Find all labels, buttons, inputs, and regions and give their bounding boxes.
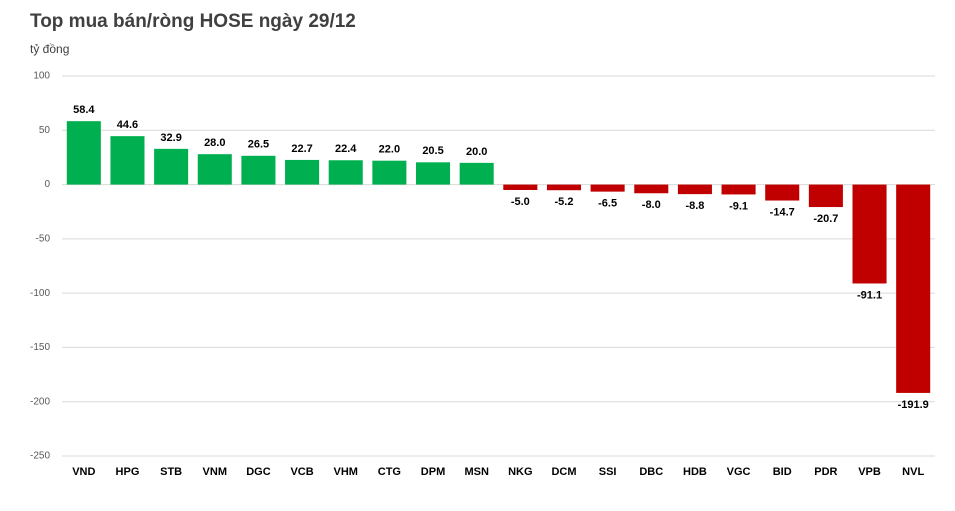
value-label: 28.0	[204, 137, 225, 149]
x-tick-label: DPM	[421, 466, 445, 478]
y-axis-label: tỷ đồng	[30, 42, 69, 56]
x-tick-label: PDR	[814, 466, 837, 478]
value-label: 44.6	[117, 119, 138, 131]
x-tick-label: NKG	[508, 466, 532, 478]
bar	[765, 184, 800, 201]
value-label: 32.9	[160, 132, 181, 144]
value-label: -191.9	[898, 399, 929, 411]
bar	[721, 184, 756, 195]
x-tick-label: VND	[72, 466, 95, 478]
x-tick-label: HDB	[683, 466, 707, 478]
bar	[328, 160, 363, 185]
x-tick-label: DGC	[246, 466, 271, 478]
bar	[66, 121, 101, 185]
value-label: -91.1	[857, 289, 882, 301]
bar	[852, 184, 887, 284]
bar	[416, 162, 451, 185]
x-tick-label: MSN	[464, 466, 489, 478]
y-tick-label: 0	[44, 179, 50, 190]
value-label: 20.0	[466, 146, 487, 158]
value-label: -6.5	[598, 198, 617, 210]
value-label: 22.4	[335, 143, 357, 155]
y-tick-label: -250	[30, 451, 50, 462]
x-tick-label: VCB	[290, 466, 313, 478]
value-label: -9.1	[729, 200, 748, 212]
bar	[808, 184, 843, 208]
y-tick-label: 50	[39, 125, 51, 136]
value-label: -14.7	[770, 206, 795, 218]
value-label: -8.0	[642, 199, 661, 211]
bar	[372, 160, 407, 185]
bar	[590, 184, 625, 192]
bar	[110, 136, 145, 185]
bar	[154, 148, 189, 185]
bar	[546, 184, 581, 191]
value-label: -8.8	[685, 200, 704, 212]
bar	[634, 184, 669, 194]
x-tick-label: VPB	[858, 466, 881, 478]
value-label: 26.5	[248, 139, 269, 151]
value-label: 22.0	[379, 144, 400, 156]
bar	[677, 184, 712, 195]
y-tick-label: 100	[33, 71, 50, 82]
bar	[503, 184, 538, 190]
x-tick-label: VNM	[203, 466, 227, 478]
x-tick-label: BID	[773, 466, 792, 478]
bar	[241, 155, 276, 185]
value-label: -5.2	[554, 196, 573, 208]
y-tick-label: -150	[30, 342, 50, 353]
x-tick-label: HPG	[116, 466, 140, 478]
x-tick-label: DCM	[551, 466, 576, 478]
value-label: 58.4	[73, 104, 95, 116]
y-tick-label: -50	[36, 233, 51, 244]
x-tick-label: DBC	[639, 466, 663, 478]
bar	[459, 162, 494, 185]
y-tick-label: -200	[30, 396, 50, 407]
x-tick-label: SSI	[599, 466, 617, 478]
x-tick-label: VHM	[333, 466, 357, 478]
y-tick-label: -100	[30, 288, 50, 299]
x-tick-label: NVL	[902, 466, 924, 478]
bar	[896, 184, 931, 393]
x-tick-label: VGC	[727, 466, 751, 478]
value-label: -20.7	[813, 213, 838, 225]
x-tick-label: CTG	[378, 466, 401, 478]
bar	[285, 159, 320, 185]
value-label: -5.0	[511, 196, 530, 208]
bar	[197, 154, 232, 185]
chart-title: Top mua bán/ròng HOSE ngày 29/12	[30, 11, 356, 32]
value-label: 22.7	[291, 143, 312, 155]
value-label: 20.5	[422, 145, 443, 157]
x-tick-label: STB	[160, 466, 182, 478]
